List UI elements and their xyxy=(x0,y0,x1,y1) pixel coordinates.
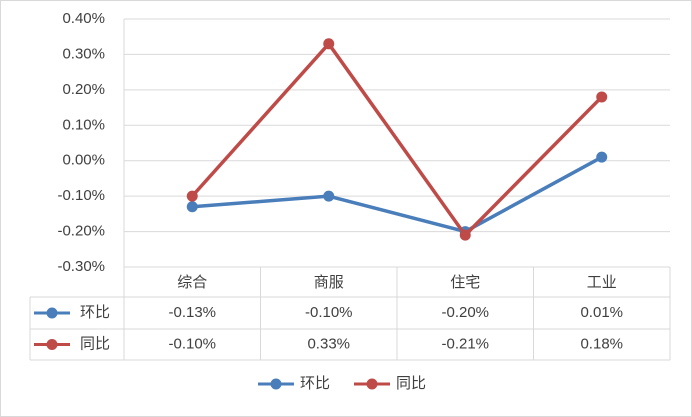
table-cell: -0.20% xyxy=(441,304,489,321)
y-tick-label: -0.10% xyxy=(57,187,105,204)
table-cell: -0.13% xyxy=(168,304,216,321)
series-line xyxy=(190,42,603,237)
y-tick-label: 0.10% xyxy=(62,116,105,133)
legend-key xyxy=(270,378,282,390)
legend-label: 同比 xyxy=(396,375,426,392)
table-series-name: 环比 xyxy=(80,304,110,321)
x-tick-label: 住宅 xyxy=(450,274,480,291)
series-line xyxy=(192,155,603,234)
point xyxy=(323,38,335,50)
legend-key xyxy=(366,378,378,390)
point xyxy=(459,229,471,241)
point xyxy=(186,201,198,213)
x-tick-label: 商服 xyxy=(314,274,344,291)
table-series-name: 同比 xyxy=(80,335,110,352)
point xyxy=(596,91,608,103)
y-tick-label: 0.20% xyxy=(62,81,105,98)
y-tick-label: 0.30% xyxy=(62,45,105,62)
table-cell: 0.18% xyxy=(580,335,623,352)
table-cell: -0.10% xyxy=(305,304,353,321)
y-tick-label: 0.40% xyxy=(62,10,105,27)
point xyxy=(596,151,608,163)
x-tick-label: 工业 xyxy=(587,274,617,291)
x-tick-label: 综合 xyxy=(177,274,207,291)
table-cell: -0.10% xyxy=(168,335,216,352)
legend-key xyxy=(46,307,58,319)
y-tick-label: -0.20% xyxy=(57,223,105,240)
table-cell: 0.33% xyxy=(307,335,350,352)
legend-label: 环比 xyxy=(300,375,330,392)
legend-key xyxy=(46,339,58,350)
table-cell: 0.01% xyxy=(580,304,623,321)
table-cell: -0.21% xyxy=(441,335,489,352)
y-tick-label: -0.30% xyxy=(57,258,105,275)
point xyxy=(186,190,198,202)
y-tick-label: 0.00% xyxy=(62,152,105,169)
point xyxy=(323,190,335,202)
